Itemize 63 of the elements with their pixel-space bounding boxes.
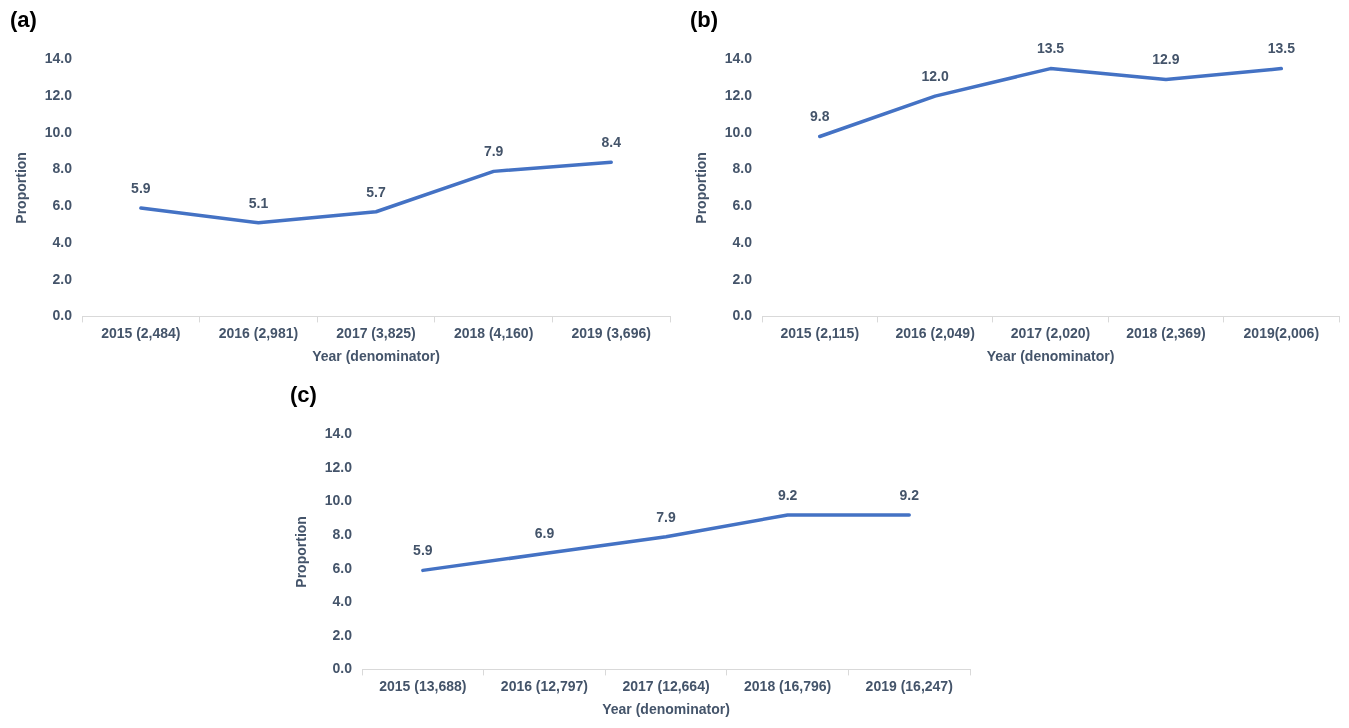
y-tick-label: 4.0: [732, 233, 753, 250]
y-axis-title: Proportion: [293, 516, 310, 588]
data-label: 9.8: [810, 108, 830, 125]
y-tick-label: 6.0: [732, 197, 753, 214]
x-axis-title: Year (denominator): [986, 348, 1115, 365]
x-tick-label: 2016 (2,981): [218, 324, 299, 341]
y-tick-label: 6.0: [332, 559, 353, 576]
y-tick-label: 14.0: [724, 50, 753, 67]
data-label: 9.2: [899, 486, 920, 503]
x-tick-label: 2015 (2,484): [101, 324, 181, 341]
y-tick-label: 8.0: [52, 160, 73, 177]
x-tick-label: 2018 (16,796): [744, 677, 832, 694]
y-tick-label: 2.0: [52, 270, 73, 287]
x-tick-label: 2019 (3,696): [571, 324, 651, 341]
y-tick-label: 2.0: [732, 270, 753, 287]
data-label: 5.1: [248, 194, 269, 211]
data-label: 12.0: [921, 67, 949, 84]
x-tick-label: 2018 (4,160): [453, 324, 534, 341]
x-tick-label: 2015 (13,688): [379, 677, 467, 694]
y-tick-label: 10.0: [324, 492, 353, 509]
y-tick-label: 0.0: [332, 660, 353, 677]
y-tick-label: 8.0: [332, 525, 353, 542]
x-tick-label: 2016 (2,049): [895, 324, 975, 341]
y-tick-label: 4.0: [52, 233, 73, 250]
x-tick-label: 2017 (3,825): [336, 324, 416, 341]
data-label: 8.4: [601, 134, 622, 151]
y-tick-label: 4.0: [332, 593, 353, 610]
y-axis-title: Proportion: [13, 152, 30, 224]
y-tick-label: 10.0: [44, 123, 73, 140]
x-axis-title: Year (denominator): [312, 348, 440, 365]
chart-title: (a): [10, 7, 37, 33]
data-label: 13.5: [1267, 40, 1296, 57]
y-axis-title: Proportion: [693, 152, 710, 224]
x-tick-label: 2015 (2,115): [780, 324, 860, 341]
x-tick-label: 2019 (16,247): [865, 677, 953, 694]
x-tick-label: 2016 (12,797): [500, 677, 589, 694]
y-tick-label: 6.0: [52, 197, 73, 214]
x-tick-label: 2017 (12,664): [622, 677, 710, 694]
data-label: 5.7: [366, 183, 386, 200]
data-label: 7.9: [656, 508, 676, 525]
x-tick-label: 2019(2,006): [1243, 324, 1320, 341]
data-label: 5.9: [413, 542, 433, 559]
x-tick-label: 2018 (2,369): [1126, 324, 1206, 341]
chart-title: (b): [690, 7, 719, 33]
y-tick-label: 14.0: [324, 425, 353, 442]
y-tick-label: 0.0: [732, 307, 753, 324]
y-tick-label: 8.0: [732, 160, 753, 177]
y-tick-label: 10.0: [724, 123, 753, 140]
data-label: 12.9: [1152, 51, 1180, 68]
data-label: 6.9: [534, 525, 555, 542]
data-label: 13.5: [1036, 40, 1065, 57]
data-label: 9.2: [777, 486, 798, 503]
data-label: 7.9: [483, 143, 504, 160]
chart-title: (c): [290, 382, 317, 408]
y-tick-label: 0.0: [52, 307, 73, 324]
x-axis-title: Year (denominator): [602, 701, 730, 718]
y-tick-label: 12.0: [324, 458, 353, 475]
y-tick-label: 14.0: [44, 50, 73, 67]
y-tick-label: 2.0: [332, 626, 353, 643]
data-label: 5.9: [131, 179, 151, 196]
y-tick-label: 12.0: [724, 86, 753, 103]
y-tick-label: 12.0: [44, 86, 73, 103]
x-tick-label: 2017 (2,020): [1010, 324, 1091, 341]
